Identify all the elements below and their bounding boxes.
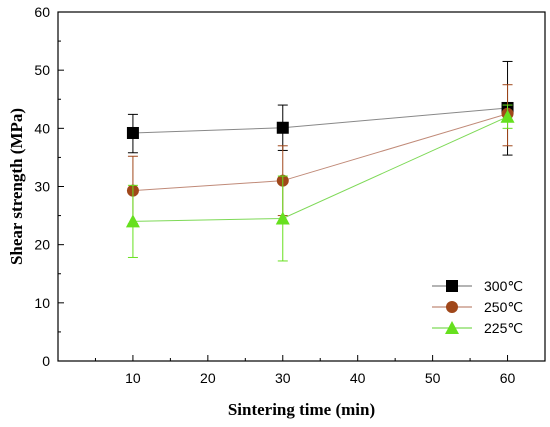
legend-marker bbox=[446, 280, 458, 292]
x-tick-label: 30 bbox=[275, 370, 291, 386]
x-tick-label: 50 bbox=[425, 370, 441, 386]
legend-label: 300℃ bbox=[484, 278, 523, 294]
y-tick-label: 60 bbox=[34, 4, 50, 20]
x-axis-title: Sintering time (min) bbox=[228, 400, 375, 419]
series-line bbox=[132, 113, 508, 192]
y-tick-label: 50 bbox=[34, 62, 50, 78]
series-0 bbox=[126, 60, 514, 156]
series-2 bbox=[125, 104, 515, 262]
data-point bbox=[126, 126, 139, 139]
y-tick-label: 0 bbox=[42, 353, 50, 369]
legend-label: 250℃ bbox=[484, 299, 523, 315]
y-tick-label: 10 bbox=[34, 295, 50, 311]
legend-label: 225℃ bbox=[484, 320, 523, 336]
series-1 bbox=[126, 84, 514, 225]
y-tick-label: 40 bbox=[34, 120, 50, 136]
legend-marker bbox=[445, 321, 459, 334]
axis-ticks: 0 10 20 30 40 50 60 10 20 30 40 50 60 bbox=[34, 4, 515, 386]
x-tick-label: 10 bbox=[125, 370, 141, 386]
legend-marker bbox=[446, 301, 458, 313]
series-line bbox=[132, 107, 508, 134]
data-point bbox=[125, 214, 140, 228]
x-tick-label: 20 bbox=[200, 370, 216, 386]
data-point bbox=[276, 121, 289, 134]
x-tick-label: 40 bbox=[350, 370, 366, 386]
legend: 300℃ 250℃ 225℃ bbox=[432, 278, 523, 336]
data-series bbox=[125, 60, 515, 262]
y-tick-label: 30 bbox=[34, 179, 50, 195]
data-point bbox=[275, 211, 290, 225]
x-tick-label: 60 bbox=[500, 370, 516, 386]
data-point bbox=[500, 109, 515, 123]
y-axis-title: Shear strength (MPa) bbox=[7, 108, 26, 265]
y-tick-label: 20 bbox=[34, 237, 50, 253]
